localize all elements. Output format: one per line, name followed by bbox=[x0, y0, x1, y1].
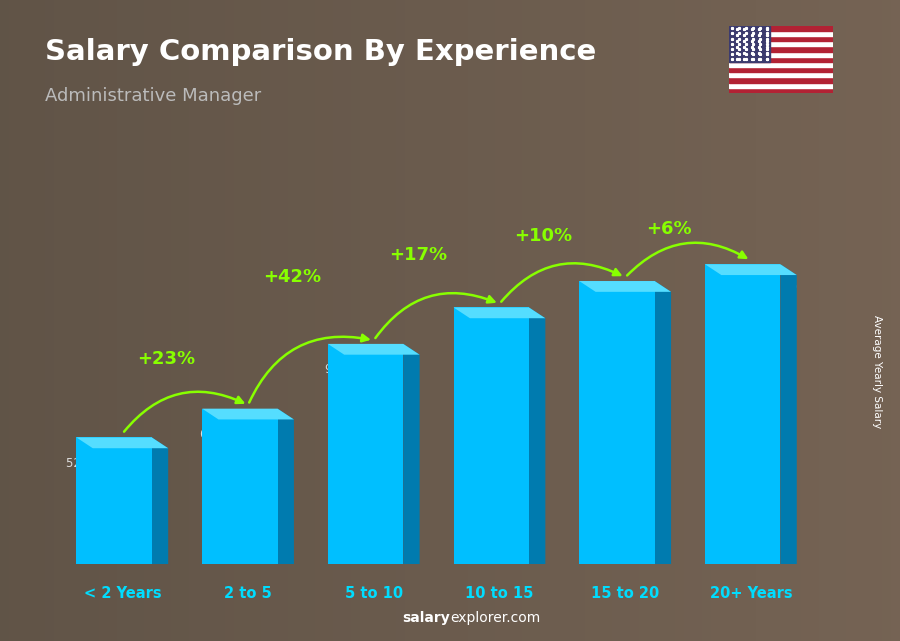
Bar bbox=[729, 56, 832, 62]
Polygon shape bbox=[202, 409, 294, 419]
Text: +17%: +17% bbox=[389, 246, 446, 264]
Text: 2 to 5: 2 to 5 bbox=[224, 587, 272, 601]
FancyBboxPatch shape bbox=[580, 281, 654, 564]
Text: +10%: +10% bbox=[515, 227, 572, 245]
Polygon shape bbox=[654, 281, 671, 575]
Text: 125,000 USD: 125,000 USD bbox=[720, 281, 797, 294]
Bar bbox=[729, 88, 832, 93]
Bar bbox=[729, 26, 770, 62]
Polygon shape bbox=[580, 281, 671, 292]
Polygon shape bbox=[454, 308, 545, 318]
Bar bbox=[729, 41, 832, 46]
Bar bbox=[729, 31, 832, 36]
Bar bbox=[729, 83, 832, 88]
Text: 107,000 USD: 107,000 USD bbox=[454, 324, 531, 337]
Text: Administrative Manager: Administrative Manager bbox=[45, 87, 261, 104]
Polygon shape bbox=[705, 264, 796, 275]
Text: +23%: +23% bbox=[138, 350, 195, 368]
FancyBboxPatch shape bbox=[705, 264, 780, 564]
Text: 52,800 USD: 52,800 USD bbox=[67, 456, 136, 470]
Text: 10 to 15: 10 to 15 bbox=[465, 587, 534, 601]
Polygon shape bbox=[780, 264, 796, 575]
Bar bbox=[729, 36, 832, 41]
Bar bbox=[729, 62, 832, 67]
Text: 20+ Years: 20+ Years bbox=[709, 587, 792, 601]
Text: 15 to 20: 15 to 20 bbox=[591, 587, 660, 601]
FancyBboxPatch shape bbox=[328, 344, 403, 564]
Bar bbox=[729, 46, 832, 51]
Polygon shape bbox=[76, 437, 168, 448]
Bar bbox=[729, 51, 832, 56]
Bar bbox=[729, 72, 832, 78]
Text: 64,800 USD: 64,800 USD bbox=[200, 428, 269, 441]
Text: < 2 Years: < 2 Years bbox=[84, 587, 161, 601]
Polygon shape bbox=[328, 344, 419, 354]
FancyBboxPatch shape bbox=[454, 308, 529, 564]
Polygon shape bbox=[403, 344, 419, 575]
Bar bbox=[729, 67, 832, 72]
Text: explorer.com: explorer.com bbox=[450, 611, 540, 625]
Text: Average Yearly Salary: Average Yearly Salary bbox=[872, 315, 883, 428]
Text: 91,800 USD: 91,800 USD bbox=[325, 363, 395, 376]
Bar bbox=[729, 78, 832, 83]
Text: salary: salary bbox=[402, 611, 450, 625]
Bar bbox=[729, 26, 832, 31]
Polygon shape bbox=[277, 409, 294, 575]
Text: 5 to 10: 5 to 10 bbox=[345, 587, 403, 601]
FancyBboxPatch shape bbox=[202, 409, 277, 564]
Polygon shape bbox=[529, 308, 545, 575]
Polygon shape bbox=[152, 437, 168, 575]
Text: +42%: +42% bbox=[263, 269, 321, 287]
Text: +6%: +6% bbox=[646, 220, 692, 238]
Text: Salary Comparison By Experience: Salary Comparison By Experience bbox=[45, 38, 596, 67]
Text: 118,000 USD: 118,000 USD bbox=[586, 298, 662, 311]
FancyBboxPatch shape bbox=[76, 437, 152, 564]
